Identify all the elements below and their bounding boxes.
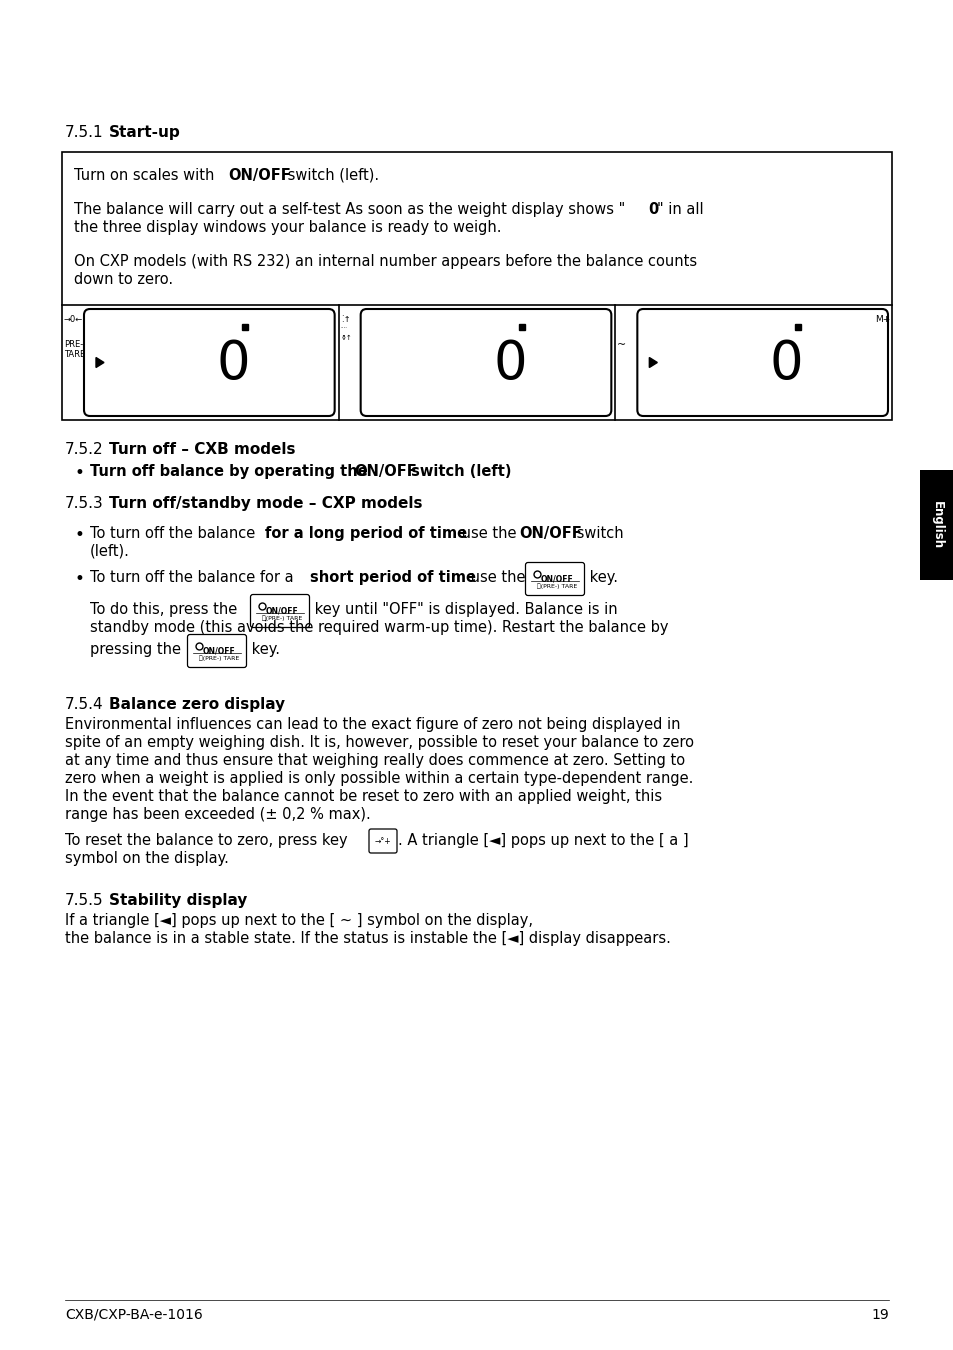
Text: use the: use the xyxy=(456,526,520,541)
Text: 0: 0 xyxy=(769,339,802,390)
Polygon shape xyxy=(96,358,104,367)
Text: ON/OFF: ON/OFF xyxy=(228,167,291,184)
FancyBboxPatch shape xyxy=(360,309,611,416)
Text: Start-up: Start-up xyxy=(109,126,180,140)
Text: key until "OFF" is displayed. Balance is in: key until "OFF" is displayed. Balance is… xyxy=(310,602,617,617)
Text: →0←: →0← xyxy=(64,315,83,324)
Text: 7.5.2: 7.5.2 xyxy=(65,441,104,458)
Polygon shape xyxy=(649,358,657,367)
FancyBboxPatch shape xyxy=(251,594,309,628)
Text: Turn on scales with: Turn on scales with xyxy=(74,167,219,184)
Text: the balance is in a stable state. If the status is instable the [◄] display disa: the balance is in a stable state. If the… xyxy=(65,931,670,946)
Text: 0: 0 xyxy=(216,339,250,390)
Text: 7.5.3: 7.5.3 xyxy=(65,495,104,512)
Text: To reset the balance to zero, press key: To reset the balance to zero, press key xyxy=(65,833,352,848)
Text: key.: key. xyxy=(584,570,618,585)
Bar xyxy=(919,470,953,580)
Text: To turn off the balance for a: To turn off the balance for a xyxy=(90,570,298,585)
FancyBboxPatch shape xyxy=(637,309,887,416)
Text: The balance will carry out a self-test As soon as the weight display shows ": The balance will carry out a self-test A… xyxy=(74,202,624,217)
Text: ⚱↑: ⚱↑ xyxy=(340,335,352,342)
Text: ~: ~ xyxy=(617,340,626,350)
Bar xyxy=(62,153,891,420)
Text: 7.5.5: 7.5.5 xyxy=(65,892,104,909)
Text: for a long period of time: for a long period of time xyxy=(265,526,467,541)
Text: ····: ···· xyxy=(340,325,347,329)
Text: ON/OFF: ON/OFF xyxy=(518,526,581,541)
Text: . A triangle [◄] pops up next to the [ a ]: . A triangle [◄] pops up next to the [ a… xyxy=(397,833,688,848)
Text: Turn off balance by operating the: Turn off balance by operating the xyxy=(90,464,373,479)
Text: CXB/CXP-BA-e-1016: CXB/CXP-BA-e-1016 xyxy=(65,1308,203,1322)
Text: →°+: →°+ xyxy=(375,837,391,845)
Text: use the: use the xyxy=(465,570,530,585)
Text: In the event that the balance cannot be reset to zero with an applied weight, th: In the event that the balance cannot be … xyxy=(65,788,661,805)
Text: ⁚↑: ⁚↑ xyxy=(340,315,350,324)
Text: Environmental influences can lead to the exact figure of zero not being displaye: Environmental influences can lead to the… xyxy=(65,717,679,732)
Text: •: • xyxy=(75,570,85,589)
FancyBboxPatch shape xyxy=(84,309,335,416)
Text: zero when a weight is applied is only possible within a certain type-dependent r: zero when a weight is applied is only po… xyxy=(65,771,693,786)
Text: range has been exceeded (± 0,2 % max).: range has been exceeded (± 0,2 % max). xyxy=(65,807,371,822)
Text: To do this, press the: To do this, press the xyxy=(90,602,242,617)
Text: short period of time: short period of time xyxy=(310,570,476,585)
Text: symbol on the display.: symbol on the display. xyxy=(65,850,229,865)
Text: 19: 19 xyxy=(870,1308,888,1322)
Text: ON/OFF: ON/OFF xyxy=(265,608,298,616)
Text: switch (left): switch (left) xyxy=(406,464,511,479)
Text: Turn off/standby mode – CXP models: Turn off/standby mode – CXP models xyxy=(109,495,422,512)
Text: pressing the: pressing the xyxy=(90,643,186,657)
Text: M+: M+ xyxy=(874,315,889,324)
Text: 0: 0 xyxy=(647,202,658,217)
Text: ON/OFF: ON/OFF xyxy=(202,647,235,656)
Text: Balance zero display: Balance zero display xyxy=(109,697,285,711)
Text: •: • xyxy=(75,526,85,544)
Text: PRE-: PRE- xyxy=(64,340,83,350)
Text: switch: switch xyxy=(572,526,623,541)
Text: down to zero.: down to zero. xyxy=(74,271,172,288)
Text: If a triangle [◄] pops up next to the [ ∼ ] symbol on the display,: If a triangle [◄] pops up next to the [ … xyxy=(65,913,533,927)
Text: " in all: " in all xyxy=(657,202,703,217)
Text: •: • xyxy=(75,464,85,482)
Text: at any time and thus ensure that weighing really does commence at zero. Setting : at any time and thus ensure that weighin… xyxy=(65,753,684,768)
Text: switch (left).: switch (left). xyxy=(283,167,378,184)
Text: the three display windows your balance is ready to weigh.: the three display windows your balance i… xyxy=(74,220,501,235)
Text: 7.5.1: 7.5.1 xyxy=(65,126,104,140)
Text: English: English xyxy=(929,501,943,549)
Text: Ⓢ(PRE-) TARE: Ⓢ(PRE-) TARE xyxy=(198,655,239,660)
FancyBboxPatch shape xyxy=(188,634,246,667)
Text: Ⓢ(PRE-) TARE: Ⓢ(PRE-) TARE xyxy=(262,616,302,621)
Text: 0: 0 xyxy=(493,339,526,390)
Text: On CXP models (with RS 232) an internal number appears before the balance counts: On CXP models (with RS 232) an internal … xyxy=(74,254,697,269)
Text: ON/OFF: ON/OFF xyxy=(354,464,416,479)
Text: Stability display: Stability display xyxy=(109,892,247,909)
Text: spite of an empty weighing dish. It is, however, possible to reset your balance : spite of an empty weighing dish. It is, … xyxy=(65,734,693,751)
Text: standby mode (this avoids the required warm-up time). Restart the balance by: standby mode (this avoids the required w… xyxy=(90,620,668,634)
Text: 7.5.4: 7.5.4 xyxy=(65,697,104,711)
FancyBboxPatch shape xyxy=(525,563,584,595)
Text: Ⓢ(PRE-) TARE: Ⓢ(PRE-) TARE xyxy=(537,583,577,589)
Text: TARE: TARE xyxy=(64,350,85,359)
Text: ON/OFF: ON/OFF xyxy=(540,575,573,585)
FancyBboxPatch shape xyxy=(369,829,396,853)
Text: (left).: (left). xyxy=(90,544,130,559)
Text: key.: key. xyxy=(247,643,280,657)
Text: Turn off – CXB models: Turn off – CXB models xyxy=(109,441,295,458)
Text: To turn off the balance: To turn off the balance xyxy=(90,526,259,541)
